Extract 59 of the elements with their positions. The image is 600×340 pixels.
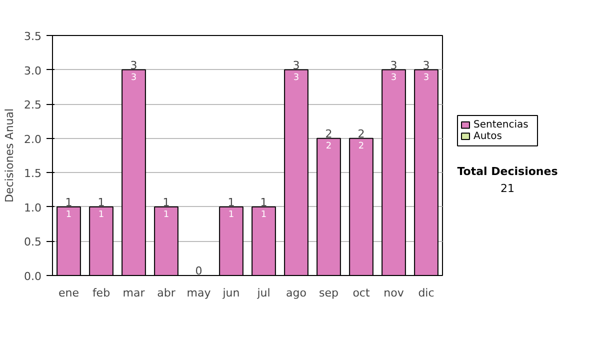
total-label: 1 bbox=[228, 196, 235, 209]
data-label: 2 bbox=[326, 141, 332, 152]
y-tick-label: 2.0 bbox=[24, 132, 42, 146]
data-label: 1 bbox=[66, 210, 72, 220]
total-label: 3 bbox=[292, 58, 300, 72]
legend-label: Autos bbox=[474, 130, 502, 142]
bar bbox=[89, 206, 114, 276]
x-tick-label: jul bbox=[256, 286, 270, 300]
y-tick-label: 1.0 bbox=[24, 201, 42, 214]
data-label: 1 bbox=[228, 210, 234, 220]
data-label: 3 bbox=[130, 72, 137, 83]
total-label: 1 bbox=[260, 196, 268, 209]
x-tick-label: may bbox=[186, 286, 212, 300]
x-tick-label: feb bbox=[92, 286, 110, 300]
data-label: 3 bbox=[423, 72, 430, 83]
data-label: 1 bbox=[98, 210, 104, 220]
total-label: 0 bbox=[195, 264, 202, 278]
bar bbox=[219, 206, 244, 276]
total-label: 2 bbox=[325, 127, 332, 140]
bar bbox=[56, 206, 81, 276]
total-label: 2 bbox=[358, 127, 365, 140]
x-tick-label: dic bbox=[418, 286, 434, 300]
data-label: 1 bbox=[163, 210, 170, 220]
y-tick-label: 2.5 bbox=[24, 98, 42, 112]
x-tick-label: oct bbox=[352, 286, 370, 300]
x-tick-label: jun bbox=[222, 286, 240, 300]
bar bbox=[284, 69, 308, 276]
x-tick-label: ago bbox=[286, 286, 307, 300]
x-tick-label: nov bbox=[384, 286, 404, 300]
data-label: 2 bbox=[358, 141, 364, 152]
data-label: 1 bbox=[260, 210, 267, 220]
bar bbox=[252, 206, 276, 276]
y-tick-label: 3.0 bbox=[24, 64, 42, 78]
x-tick-label: ene bbox=[58, 286, 80, 300]
total-label: 3 bbox=[130, 58, 138, 72]
bar bbox=[414, 69, 438, 276]
total-label: 3 bbox=[390, 58, 398, 72]
data-label: 3 bbox=[390, 72, 397, 83]
y-tick-label: 0.0 bbox=[24, 270, 42, 283]
total-label: 1 bbox=[65, 196, 72, 209]
x-tick-label: sep bbox=[319, 286, 339, 300]
y-tick-label: 0.5 bbox=[24, 236, 42, 249]
x-tick-label: mar bbox=[122, 286, 146, 300]
text: 21 bbox=[500, 182, 514, 195]
total-label: 1 bbox=[98, 196, 105, 209]
x-tick-label: abr bbox=[157, 286, 176, 300]
total-label: 3 bbox=[422, 58, 430, 72]
bar bbox=[316, 138, 341, 276]
bar bbox=[122, 69, 146, 276]
legend-label: Sentencias bbox=[474, 120, 528, 131]
data-label: 3 bbox=[293, 72, 300, 83]
y-tick-label: 3.5 bbox=[24, 30, 42, 43]
bar bbox=[349, 138, 374, 276]
bar bbox=[154, 206, 178, 276]
y-axis-title: Decisiones Anual bbox=[3, 108, 16, 203]
total-label: 1 bbox=[162, 196, 170, 209]
bar bbox=[382, 69, 406, 276]
y-tick-label: 1.5 bbox=[24, 167, 42, 180]
text: Total Decisiones bbox=[457, 165, 558, 178]
